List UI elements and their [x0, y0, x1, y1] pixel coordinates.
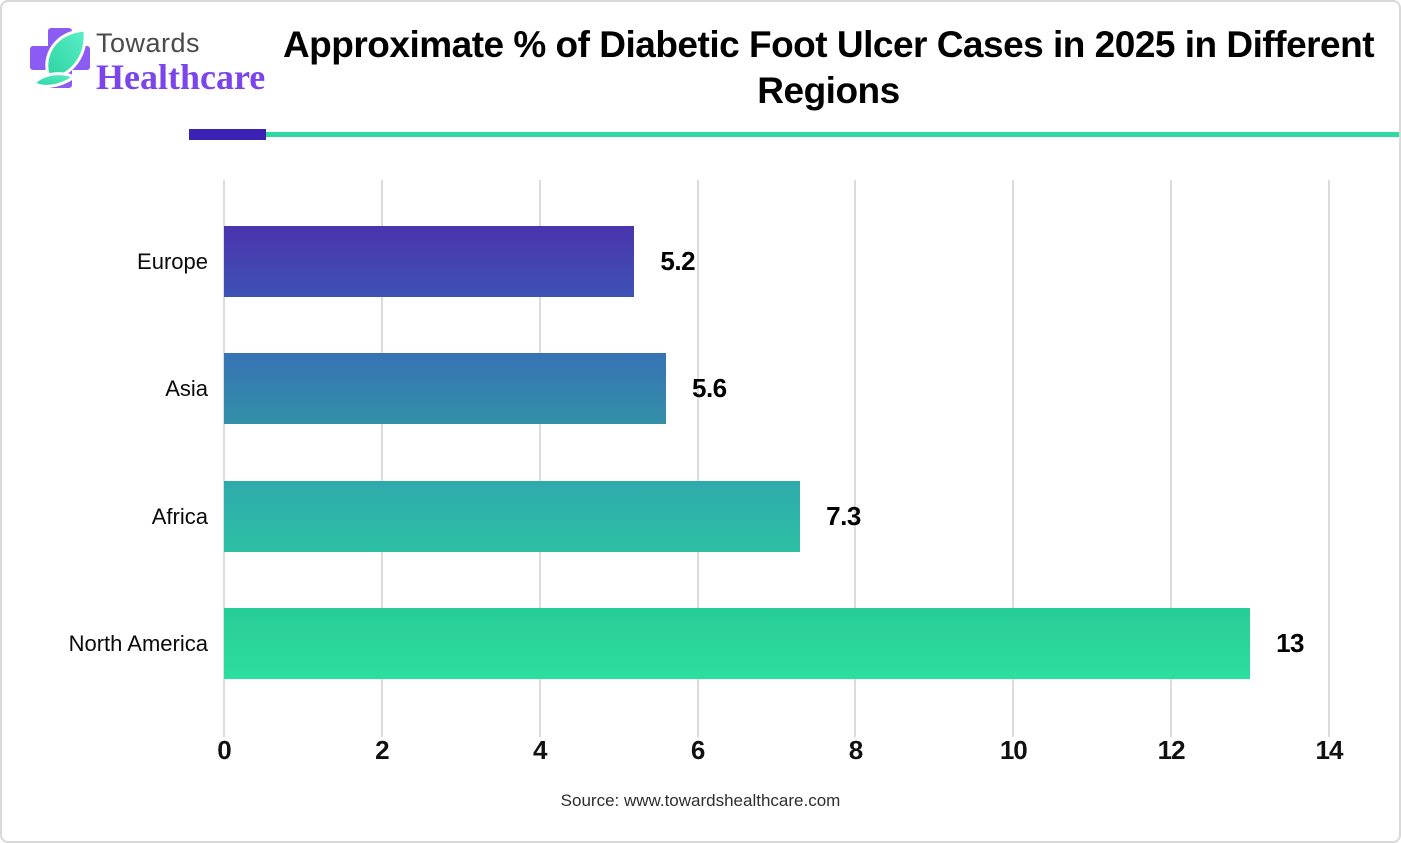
brand-name-towards: Towards	[96, 28, 201, 58]
x-axis-tick-label: 0	[217, 735, 232, 765]
brand-wordmark: Towards Healthcare	[96, 20, 265, 100]
x-axis-tick-label: 4	[532, 735, 548, 765]
category-label-asia: Asia	[165, 376, 208, 402]
category-label-europe: Europe	[137, 249, 208, 274]
x-axis-tick-label: 10	[999, 735, 1028, 765]
gridline	[223, 180, 225, 737]
gridline	[696, 180, 699, 737]
gridline	[854, 180, 857, 737]
gridline	[1170, 180, 1173, 737]
gridline	[538, 180, 541, 737]
bar-europe	[224, 226, 635, 297]
source-text: Source: www.towardshealthcare.com	[560, 791, 841, 810]
chart-title: Approximate % of Diabetic Foot Ulcer Cas…	[282, 24, 1375, 111]
x-axis-tick-label: 12	[1157, 735, 1186, 765]
divider-accent-bar	[189, 129, 266, 140]
value-label-north-america: 13	[1276, 627, 1304, 658]
gridline	[1328, 180, 1330, 737]
value-label-africa: 7.3	[826, 500, 861, 531]
x-axis-tick-label: 14	[1315, 735, 1344, 765]
bar-africa	[224, 480, 801, 552]
x-axis-tick-label: 8	[848, 735, 864, 765]
value-label-asia: 5.6	[692, 373, 727, 404]
brand-logo: Towards Healthcare	[28, 20, 265, 100]
category-label-africa: Africa	[151, 503, 208, 529]
divider-line	[266, 132, 1399, 137]
bar-north-america	[224, 607, 1251, 679]
towards-healthcare-logo-icon	[30, 28, 90, 88]
brand-name-healthcare: Healthcare	[96, 57, 266, 97]
x-axis-tick-label: 6	[690, 735, 706, 765]
gridline	[1012, 180, 1015, 737]
bar-asia	[224, 353, 666, 425]
gridline	[380, 180, 383, 737]
category-label-north-america: North America	[68, 630, 208, 656]
x-axis-tick-label: 2	[375, 735, 390, 765]
plot-area: Europe 5.2 Asia 5.6 Africa 7.3 North America 13	[2, 180, 1399, 737]
value-label-europe: 5.2	[660, 246, 696, 276]
x-axis: 0 2 4 6 8 10 12 14	[2, 735, 1399, 771]
logo-leaf-swoosh-icon	[31, 72, 77, 88]
